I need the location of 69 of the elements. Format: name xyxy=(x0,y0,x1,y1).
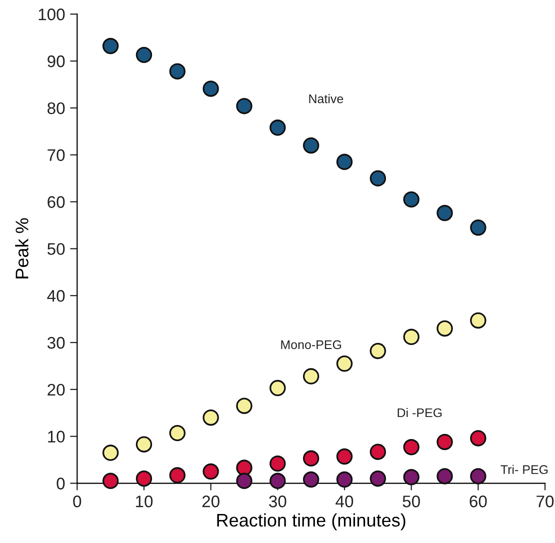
y-tick-label: 90 xyxy=(48,55,65,68)
point xyxy=(370,170,386,186)
point xyxy=(403,328,420,346)
x-tick-label: 60 xyxy=(470,496,487,508)
point xyxy=(403,191,420,208)
point xyxy=(403,439,420,456)
series-label: Mono-PEG xyxy=(281,340,342,350)
point xyxy=(236,398,252,414)
point xyxy=(336,154,353,170)
point xyxy=(202,463,219,480)
point xyxy=(102,444,119,461)
point xyxy=(370,444,386,460)
point xyxy=(470,312,486,329)
point xyxy=(102,38,119,54)
point xyxy=(470,430,486,446)
point xyxy=(403,469,420,486)
point xyxy=(202,80,219,97)
point xyxy=(236,98,252,114)
x-tick-label: 40 xyxy=(336,496,354,508)
x-tick-label: 0 xyxy=(73,496,82,508)
point xyxy=(136,46,152,64)
point xyxy=(236,460,252,476)
y-tick-label: 10 xyxy=(48,430,65,443)
point xyxy=(270,120,286,136)
point xyxy=(270,380,286,396)
point xyxy=(370,470,386,487)
point xyxy=(436,204,453,222)
point xyxy=(470,219,486,236)
point xyxy=(270,455,286,472)
y-tick-label: 60 xyxy=(48,196,65,208)
y-tick-label: 30 xyxy=(47,336,65,349)
point xyxy=(302,137,320,154)
point xyxy=(102,472,119,490)
x-tick-label: 30 xyxy=(269,496,286,508)
text: Native xyxy=(309,94,344,104)
point xyxy=(236,472,252,490)
point xyxy=(270,472,286,490)
y-axis-title: Peak % xyxy=(15,218,28,278)
y-tick-label: 100 xyxy=(38,8,65,20)
y-tick-label: 0 xyxy=(56,478,65,490)
point xyxy=(136,470,152,487)
point xyxy=(302,450,320,467)
y-tick-label: 40 xyxy=(47,290,65,302)
point xyxy=(169,63,186,80)
y-tick-label: 80 xyxy=(48,102,65,114)
series-label: Tri- PEG xyxy=(500,464,548,474)
x-tick-label: 50 xyxy=(402,496,420,508)
series-label: Di -PEG xyxy=(398,408,442,418)
point xyxy=(169,424,186,442)
x-tick-label: 10 xyxy=(136,496,153,508)
point xyxy=(336,471,353,488)
point xyxy=(370,342,386,360)
point xyxy=(470,468,486,484)
y-tick-label: 70 xyxy=(48,149,65,162)
x-axis-title: Reaction time (minutes) xyxy=(217,513,406,530)
point xyxy=(436,434,453,450)
y-tick-label: 50 xyxy=(47,243,65,255)
point xyxy=(302,471,320,488)
point xyxy=(436,468,453,484)
point xyxy=(302,368,320,384)
point xyxy=(169,467,186,484)
x-tick-label: 20 xyxy=(202,496,220,508)
point xyxy=(436,320,453,337)
y-tick-label: 20 xyxy=(48,384,65,396)
point xyxy=(336,448,353,465)
point xyxy=(202,409,219,426)
point xyxy=(336,356,353,372)
x-tick-label: 70 xyxy=(536,496,554,508)
point xyxy=(136,436,152,452)
